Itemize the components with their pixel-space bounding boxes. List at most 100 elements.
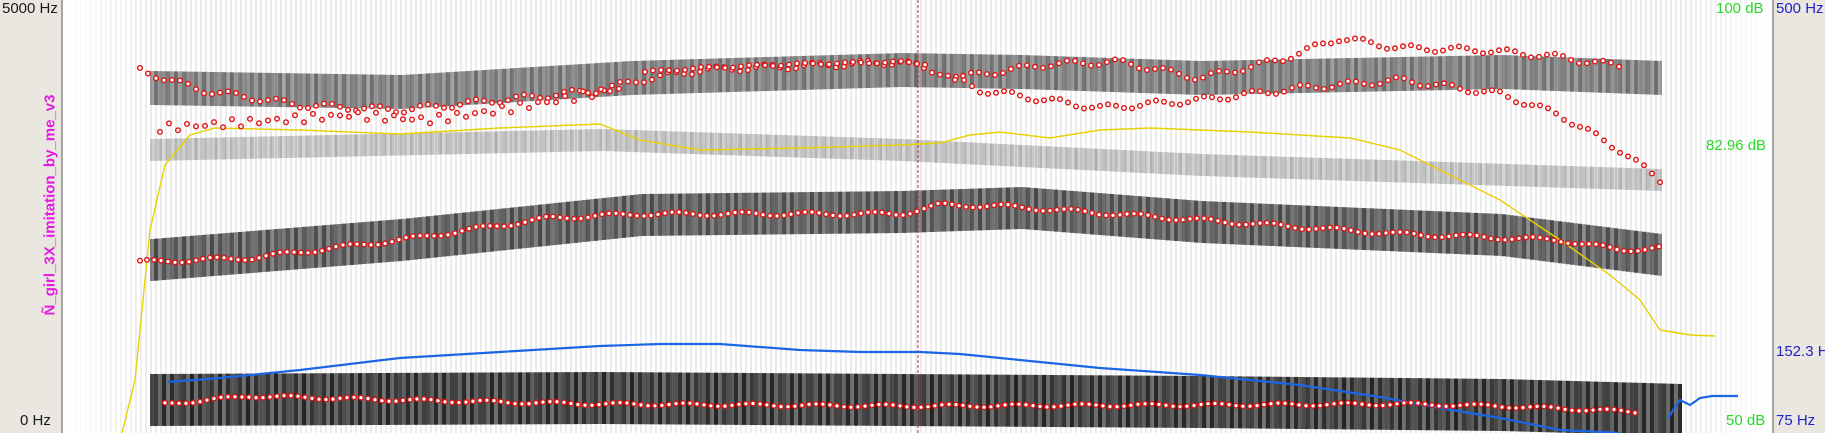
formant-dot xyxy=(365,395,372,402)
formant-dot xyxy=(192,123,199,130)
formant-dot xyxy=(1231,69,1238,76)
formant-dot xyxy=(385,105,392,112)
formant-dot xyxy=(274,393,281,400)
formant-dot xyxy=(925,403,932,410)
formant-dot xyxy=(701,401,708,408)
formant-dot xyxy=(1120,104,1127,111)
formant-dot xyxy=(310,110,317,117)
formant-dot xyxy=(1608,144,1615,151)
formant-dot xyxy=(1501,236,1508,243)
formant-dot xyxy=(1109,212,1116,219)
formant-dot xyxy=(1288,400,1295,407)
formant-dot xyxy=(1559,53,1566,60)
formant-dot xyxy=(848,404,855,411)
formant-dot xyxy=(928,202,935,209)
formant-dot xyxy=(1512,99,1519,106)
formant-dot xyxy=(627,211,634,218)
formant-dot xyxy=(505,97,512,104)
formant-dot xyxy=(774,212,781,219)
formant-dot xyxy=(1106,403,1113,410)
formant-dot xyxy=(1400,75,1407,82)
formant-dot xyxy=(421,396,428,403)
formant-dot xyxy=(449,104,456,111)
formant-dot xyxy=(1640,162,1647,169)
formant-dot xyxy=(1607,59,1614,66)
formant-dot xyxy=(1473,232,1480,239)
formant-dot xyxy=(1471,48,1478,55)
formant-dot xyxy=(256,120,263,127)
formant-dot xyxy=(704,212,711,219)
formant-dot xyxy=(1383,45,1390,52)
formant-dot xyxy=(650,67,657,74)
formant-dot xyxy=(1128,105,1135,112)
formant-dot xyxy=(498,398,505,405)
formant-dot xyxy=(977,204,984,211)
formant-dot xyxy=(1522,234,1529,241)
formant-dot xyxy=(1323,401,1330,408)
formant-dot xyxy=(1032,207,1039,214)
formant-dot xyxy=(1610,406,1617,413)
formant-dot xyxy=(1351,400,1358,407)
formant-dot xyxy=(465,98,472,105)
formant-dot xyxy=(386,398,393,405)
formant-dot xyxy=(1221,219,1228,226)
formant-dot xyxy=(246,115,253,122)
formant-dot xyxy=(1351,35,1358,42)
formant-dot xyxy=(361,241,368,248)
formant-dot xyxy=(164,258,171,265)
formant-dot xyxy=(1344,78,1351,85)
formant-dot xyxy=(1055,60,1062,67)
formant-dot xyxy=(1280,88,1287,95)
formant-dot xyxy=(1312,84,1319,91)
formant-dot xyxy=(1025,206,1032,213)
formant-dot xyxy=(452,230,459,237)
formant-dot xyxy=(599,211,606,218)
formant-dot xyxy=(508,222,515,229)
formant-dot xyxy=(1023,401,1030,408)
formant-dot xyxy=(1631,409,1638,416)
formant-dot xyxy=(540,399,547,406)
freq-bottom-label: 0 Hz xyxy=(20,412,51,429)
formant-dot xyxy=(323,396,330,403)
formant-dot xyxy=(445,231,452,238)
formant-dot xyxy=(157,257,164,264)
formant-dot xyxy=(231,393,238,400)
formant-dot xyxy=(1424,233,1431,240)
formant-dot xyxy=(241,257,248,264)
formant-dot xyxy=(1050,403,1057,410)
formant-dot xyxy=(1536,102,1543,109)
formant-dot xyxy=(706,63,713,70)
formant-dot xyxy=(1340,225,1347,232)
formant-dot xyxy=(281,97,288,104)
formant-dot xyxy=(949,201,956,208)
formant-dot xyxy=(872,208,879,215)
formant-dot xyxy=(1585,240,1592,247)
formant-dot xyxy=(1648,170,1655,177)
formant-dot xyxy=(1151,65,1158,72)
formant-dot xyxy=(1072,103,1079,110)
formant-dot xyxy=(1207,216,1214,223)
formant-dot xyxy=(1204,400,1211,407)
formant-dot xyxy=(1047,63,1054,70)
formant-dot xyxy=(890,58,897,65)
formant-dot xyxy=(1343,37,1350,44)
formant-dot xyxy=(1634,247,1641,254)
formant-dot xyxy=(1576,123,1583,130)
formant-dot xyxy=(1005,201,1012,208)
formant-dot xyxy=(666,67,673,74)
formant-dot xyxy=(136,257,143,264)
formant-dot xyxy=(642,68,649,75)
formant-dot xyxy=(625,78,632,85)
formant-dot xyxy=(1606,244,1613,251)
formant-dot xyxy=(328,111,335,118)
formant-dot xyxy=(598,86,605,93)
formant-dot xyxy=(1600,137,1607,144)
formant-dot xyxy=(714,64,721,71)
formant-dot xyxy=(1567,57,1574,64)
formant-dot xyxy=(1080,105,1087,112)
formant-dot xyxy=(1344,399,1351,406)
formant-dot xyxy=(417,232,424,239)
formant-dot xyxy=(425,101,432,108)
formant-dot xyxy=(224,88,231,95)
